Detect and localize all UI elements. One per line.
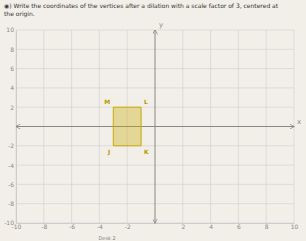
tick-label: 2 [10, 104, 14, 111]
tick: 10 [6, 26, 16, 33]
x-label: x [297, 118, 301, 126]
tick-label: -2 [8, 142, 14, 149]
tick: 2 [181, 223, 185, 230]
tick: -10 [4, 219, 16, 226]
tick-label: -4 [8, 162, 14, 169]
tick-label: -4 [97, 223, 103, 230]
tick-label: 4 [10, 84, 14, 91]
tick-label: 8 [10, 46, 14, 53]
tick-label: 8 [265, 223, 269, 230]
tick: -2 [8, 142, 16, 149]
tick: 4 [10, 84, 16, 91]
tick-label: 6 [237, 223, 241, 230]
tick: 2 [10, 104, 16, 111]
footer: Desk 2 [98, 235, 115, 241]
grid [16, 30, 294, 223]
marks [113, 107, 141, 146]
tick-label: 10 [291, 223, 299, 230]
tick-label: -2 [125, 223, 131, 230]
tick: 8 [265, 223, 269, 230]
tick: 6 [237, 223, 241, 230]
tick: -6 [8, 181, 16, 188]
x-axis: -10-8-6-4-2246810 [12, 223, 299, 230]
vertex-label: L [144, 98, 148, 105]
chart: ◉) Write the coordinates of the vertices… [0, 0, 306, 241]
y-origin-axis [155, 30, 156, 223]
tick-label: 6 [10, 65, 14, 72]
vertex-label: K [144, 148, 149, 155]
tick: -8 [41, 223, 47, 230]
tick-label: -8 [8, 200, 14, 207]
tick-label: -8 [41, 223, 47, 230]
tick: -4 [8, 162, 16, 169]
y-label: y [159, 21, 163, 29]
vertex-labels: M L K J [104, 98, 149, 156]
tick: 8 [10, 46, 16, 53]
y-axis: -10 -8 -6 -4 -2 2 4 6 8 10 [4, 26, 16, 226]
tick: 10 [291, 223, 299, 230]
subtitle: the origin. [4, 10, 35, 18]
vertex-label: J [107, 148, 110, 156]
tick: -2 [125, 223, 131, 230]
tick-label: 4 [209, 223, 213, 230]
tick: 6 [10, 65, 16, 72]
tick-label: -6 [8, 181, 14, 188]
axis-line [17, 223, 295, 224]
plot: -10-8-6-4-2246810-10-8-6-4-2246810MLKJxy [4, 21, 301, 230]
polygon [113, 107, 141, 146]
tick: -8 [8, 200, 16, 207]
tick-label: 10 [6, 26, 14, 33]
tick-label: -6 [69, 223, 75, 230]
tick-label: -10 [4, 219, 14, 226]
tick: 4 [209, 223, 213, 230]
tick: -4 [97, 223, 103, 230]
tick: -6 [69, 223, 75, 230]
tick-label: 2 [181, 223, 185, 230]
title: ◉) Write the coordinates of the vertices… [4, 2, 279, 9]
vertex-label: M [104, 98, 110, 105]
